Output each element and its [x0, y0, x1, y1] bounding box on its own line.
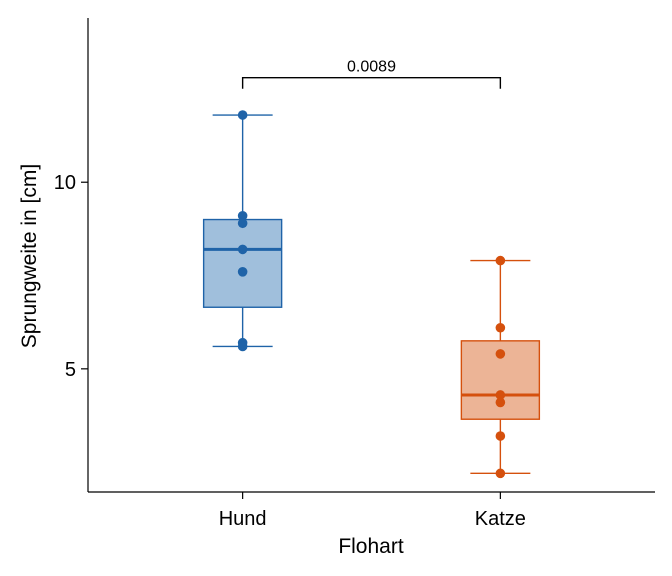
data-point — [495, 468, 506, 479]
data-point — [237, 341, 248, 352]
data-point — [237, 244, 248, 255]
data-point — [237, 211, 248, 221]
x-ticks: Hund Katze — [219, 492, 526, 530]
y-ticks: 5 10 — [54, 172, 88, 381]
data-point — [237, 218, 248, 229]
data-point — [495, 397, 506, 408]
y-tick-label: 10 — [54, 172, 76, 194]
x-tick-label: Hund — [219, 508, 267, 530]
data-point — [495, 255, 506, 266]
p-value-label: 0.0089 — [347, 59, 396, 76]
y-axis-title: Sprungweite in [cm] — [18, 164, 41, 348]
data-point — [495, 390, 506, 400]
data-point — [495, 322, 506, 333]
y-tick-label: 5 — [65, 359, 76, 381]
annotations: 0.0089 — [241, 59, 502, 89]
x-axis-title: Flohart — [338, 535, 404, 558]
data-point — [495, 349, 506, 359]
data-point — [495, 431, 506, 441]
iqr-box — [202, 218, 283, 308]
box-katze — [460, 255, 541, 479]
plot-area — [202, 110, 541, 479]
data-point — [237, 110, 248, 120]
x-tick-label: Katze — [475, 508, 526, 530]
box-hund — [202, 110, 283, 352]
data-point — [237, 266, 248, 277]
significance-bracket — [241, 77, 502, 89]
